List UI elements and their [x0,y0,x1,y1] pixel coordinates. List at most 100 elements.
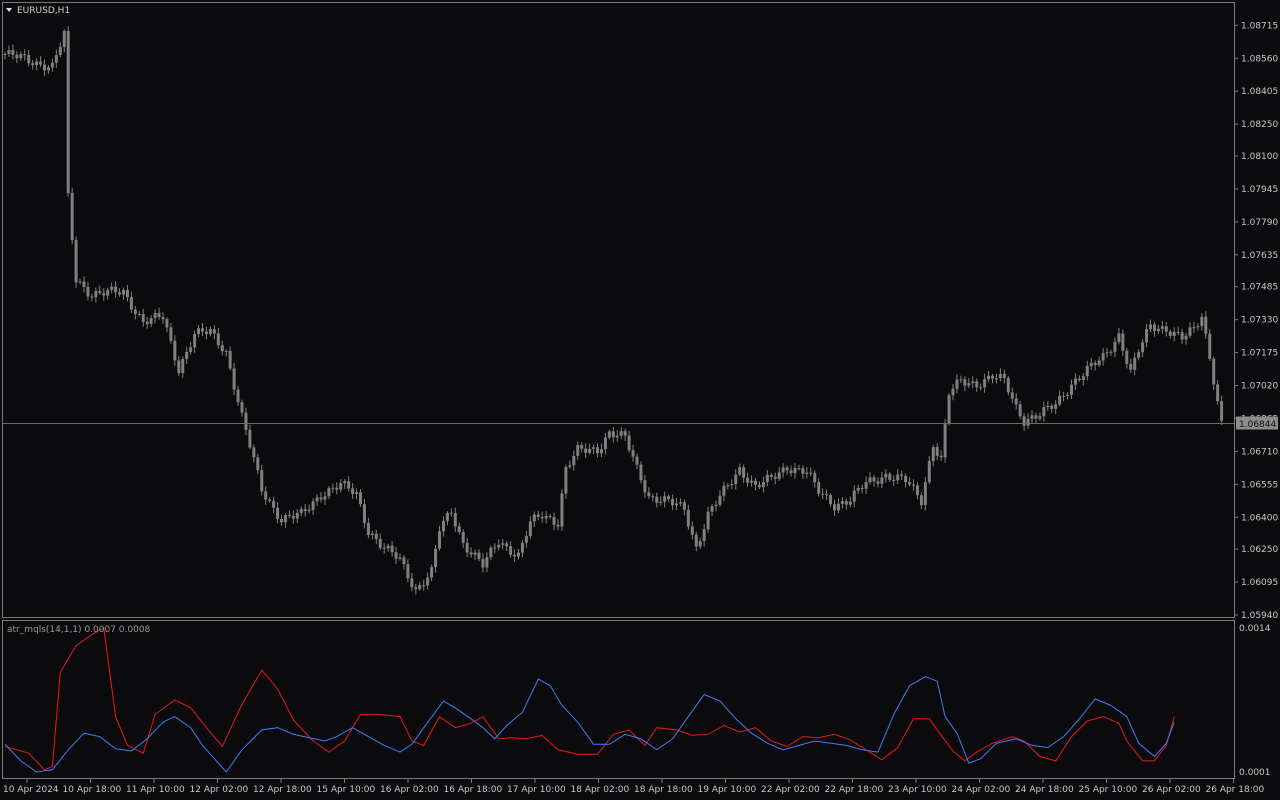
time-axis-label: 25 Apr 10:00 [1079,785,1138,795]
candle-body [398,557,402,559]
candle-body [513,554,517,557]
candle-body [1089,362,1093,367]
candle-body [517,552,520,557]
candle-body [844,501,848,505]
candle-body [90,296,94,298]
candle-body [1105,352,1109,354]
candle-body [1176,331,1180,333]
candle-body [659,501,663,503]
candle-body [615,435,619,438]
candle-body [465,542,469,553]
price-axis-label: 1.07485 [1241,283,1278,293]
candle-body [686,509,690,527]
candle-body [1042,407,1046,417]
candle-body [390,545,394,553]
price-axis-label: 1.06250 [1241,545,1278,555]
candle-body [710,506,714,512]
candle-body [738,467,742,475]
time-axis-label: 16 Apr 02:00 [380,785,439,795]
candle-body [757,484,761,488]
candle-body [694,534,698,547]
candle-body [639,464,643,481]
candle-body [848,501,852,505]
candle-body [1101,353,1105,361]
candle-body [821,493,825,495]
candle-body [445,512,449,521]
candle-body [149,318,153,325]
candle-body [856,487,860,491]
candle-body [1121,333,1125,351]
indicator-values: 0.0007 0.0008 [84,625,150,635]
candle-body [438,531,441,549]
candle-body [588,448,592,453]
candle-body [335,487,339,490]
time-axis-label: 10 Apr 18:00 [63,785,122,795]
candle-body [272,500,276,508]
candle-body [422,585,426,587]
candle-body [23,54,27,56]
candle-body [667,496,671,500]
time-axis-label: 19 Apr 10:00 [698,785,757,795]
candle-body [836,503,840,511]
candle-body [627,435,631,451]
candle-body [671,499,675,506]
candle-body [635,456,639,465]
symbol-menu-arrow-icon[interactable] [6,8,12,12]
candle-body [1129,363,1133,370]
candle-body [70,193,74,241]
candle-body [1125,350,1129,364]
candle-body [1196,326,1200,328]
candle-body [343,481,347,484]
candle-body [781,467,785,473]
candle-body [931,447,935,462]
candle-body [631,450,635,457]
candle-body [1006,377,1010,393]
candle-body [15,54,19,59]
candle-body [730,484,734,486]
candle-body [690,526,694,535]
candle-body [1113,342,1117,352]
price-axis-label: 1.07020 [1241,382,1278,392]
indicator-axis-label: 0.0001 [1239,768,1271,778]
candle-body [580,445,584,449]
candle-body [789,470,793,474]
candle-body [777,472,781,479]
candle-body [975,381,979,388]
candle-body [520,542,524,553]
candle-body [169,327,173,341]
candle-body [750,480,754,483]
candle-body [141,314,145,322]
candle-body [1093,362,1097,366]
time-axis-label: 11 Apr 10:00 [126,785,185,795]
candle-body [967,383,971,386]
candle-body [27,55,31,64]
candle-body [987,375,991,380]
candle-body [501,543,505,545]
candle-body [809,472,813,474]
candle-body [1220,401,1224,421]
time-axis-label: 24 Apr 18:00 [1015,785,1074,795]
candle-body [655,496,659,503]
indicator-name: atr_mqls(14,1,1) [7,625,82,635]
candle-body [892,479,896,481]
time-axis-label: 23 Apr 10:00 [888,785,947,795]
price-axis-label: 1.07175 [1241,349,1278,359]
current-price-marker [1236,416,1278,430]
candle-body [173,340,177,361]
candle-body [556,524,560,527]
current-price-label: 1.06844 [1239,420,1276,430]
candle-body [536,514,540,517]
candle-body [410,578,414,588]
candle-body [106,289,110,296]
candle-body [62,30,66,47]
candle-body [1145,329,1149,343]
candle-body [303,509,307,511]
candle-body [706,511,710,530]
candle-body [457,526,461,533]
candle-body [927,461,931,483]
time-axis-label: 26 Apr 18:00 [1206,785,1265,795]
candle-body [1054,404,1058,409]
candle-body [481,558,485,568]
candle-body [220,345,224,352]
